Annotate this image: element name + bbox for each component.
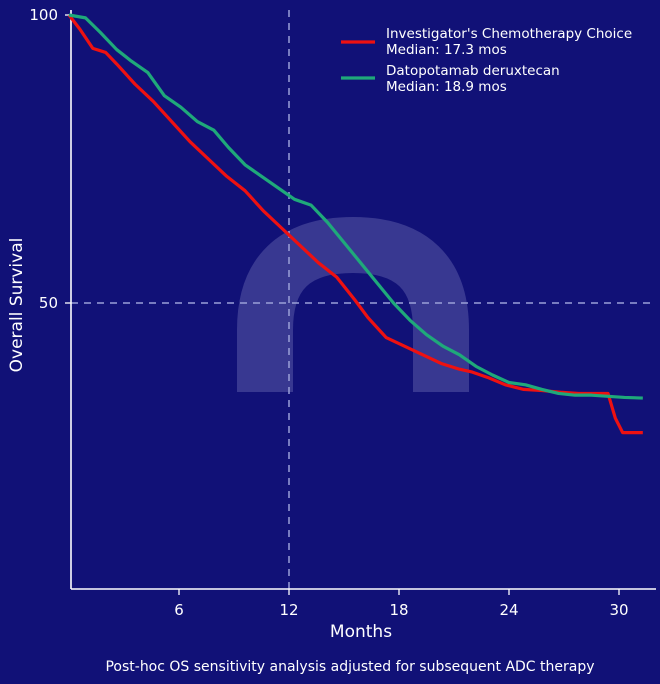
x-tick-label-30: 30 [609,601,628,619]
legend-median-datopotamab: Median: 18.9 mos [386,79,507,95]
shaded-arch-band-annotation [237,216,469,392]
y-tick-label-50: 50 [39,294,58,312]
legend-label-datopotamab: Datopotamab deruxtecan [386,63,560,79]
y-axis-title: Overall Survival [7,238,27,373]
x-tick-label-24: 24 [499,601,518,619]
x-axis-title: Months [330,622,392,642]
x-tick-label-6: 6 [174,601,184,619]
y-tick-label-100: 100 [29,6,58,24]
survival-curve-datopotamab [68,13,643,400]
chart-caption: Post-hoc OS sensitivity analysis adjuste… [105,659,594,675]
legend-median-chemotherapy: Median: 17.3 mos [386,42,507,58]
y-axis-tickmarks [65,14,71,304]
x-tick-label-18: 18 [389,601,408,619]
x-tick-label-12: 12 [279,601,298,619]
x-axis-tickmarks [178,589,620,595]
legend-label-chemotherapy: Investigator's Chemotherapy Choice [386,26,632,42]
chart-legend: Investigator's Chemotherapy Choice Media… [341,26,632,95]
